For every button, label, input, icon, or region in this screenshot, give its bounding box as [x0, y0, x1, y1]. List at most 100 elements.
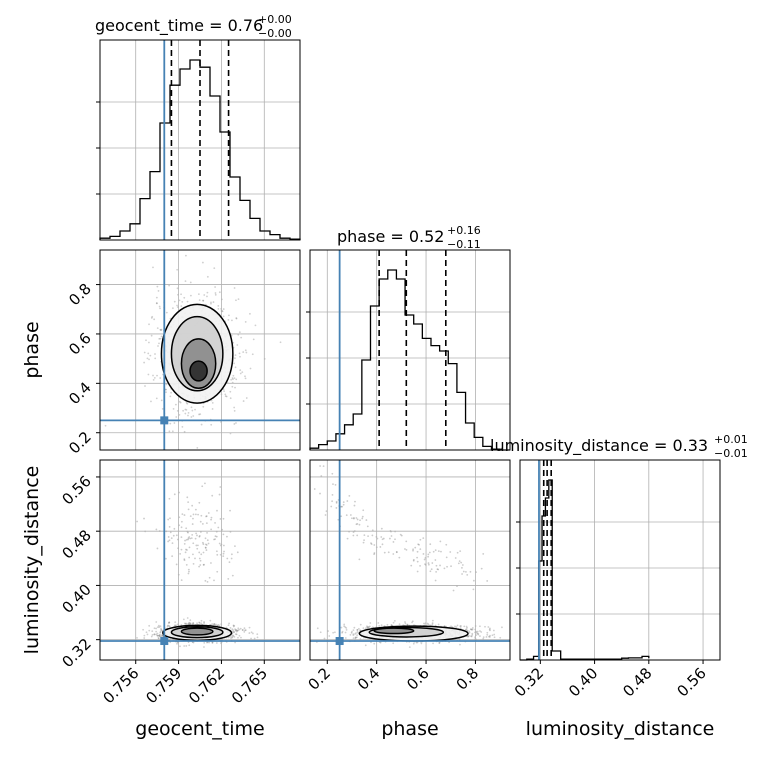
scatter-point — [197, 544, 199, 547]
scatter-point — [156, 374, 158, 377]
scatter-point — [222, 544, 225, 547]
scatter-point — [418, 543, 420, 546]
scatter-point — [427, 555, 430, 558]
scatter-point — [331, 472, 334, 475]
scatter-point — [160, 328, 163, 331]
scatter-point — [353, 626, 356, 629]
scatter-point — [241, 629, 244, 631]
scatter-point — [185, 401, 188, 404]
scatter-point — [232, 629, 235, 632]
scatter-point — [427, 623, 430, 626]
scatter-point — [231, 574, 234, 577]
scatter-point — [234, 545, 236, 548]
scatter-point — [373, 553, 376, 556]
scatter-point — [379, 546, 382, 548]
scatter-point — [184, 408, 187, 411]
scatter-point — [187, 537, 190, 540]
scatter-point — [352, 637, 355, 640]
scatter-point — [191, 623, 194, 626]
scatter-point — [234, 629, 237, 632]
scatter-point — [188, 556, 191, 559]
scatter-point — [213, 538, 215, 541]
scatter-point — [330, 505, 333, 508]
scatter-point — [179, 401, 182, 404]
scatter-point — [171, 430, 174, 433]
scatter-point — [173, 300, 176, 303]
scatter-point — [388, 537, 391, 540]
scatter-point — [229, 627, 232, 629]
scatter-point — [457, 562, 460, 565]
scatter-point — [104, 424, 107, 427]
scatter-point — [145, 339, 147, 342]
scatter-point — [168, 625, 171, 628]
scatter-point — [393, 619, 396, 622]
scatter-point — [363, 534, 366, 537]
scatter-point — [211, 641, 214, 644]
scatter-point — [482, 637, 485, 640]
scatter-point — [456, 551, 459, 554]
scatter-point — [196, 622, 198, 625]
scatter-point — [356, 629, 359, 631]
scatter-point — [188, 570, 190, 573]
scatter-point — [467, 635, 470, 638]
scatter-point — [472, 579, 475, 582]
scatter-point — [226, 557, 229, 560]
scatter-point — [231, 635, 233, 638]
title-geocent-time-plus: +0.00 — [258, 13, 292, 26]
scatter-point — [398, 556, 401, 559]
scatter-point — [352, 517, 355, 520]
scatter-point — [206, 581, 209, 583]
scatter-point — [197, 293, 200, 296]
scatter-point — [431, 622, 434, 624]
scatter-point — [227, 624, 230, 627]
scatter-point — [239, 372, 242, 375]
scatter-point — [251, 353, 254, 356]
scatter-point — [241, 371, 244, 374]
scatter-point — [204, 546, 207, 549]
scatter-point — [331, 493, 334, 496]
scatter-point — [235, 629, 238, 632]
scatter-point — [206, 275, 209, 278]
scatter-point — [359, 629, 362, 632]
scatter-point — [153, 377, 156, 379]
contour-inner — [180, 627, 214, 636]
scatter-point — [429, 570, 432, 573]
scatter-point — [238, 352, 241, 355]
scatter-point — [213, 267, 216, 270]
scatter-point — [371, 534, 374, 537]
scatter-point — [234, 641, 236, 644]
scatter-point — [237, 636, 239, 639]
scatter-point — [443, 625, 446, 628]
scatter-point — [223, 390, 226, 392]
scatter-point — [145, 631, 148, 634]
scatter-point — [359, 519, 361, 522]
scatter-point — [228, 561, 231, 564]
xtick-label-phase: 0.2 — [305, 664, 335, 694]
scatter-point — [185, 527, 188, 530]
scatter-point — [235, 628, 237, 631]
scatter-point — [166, 625, 169, 628]
scatter-point — [437, 550, 440, 553]
scatter-point — [386, 623, 389, 626]
scatter-point — [173, 493, 176, 496]
scatter-point — [237, 629, 239, 632]
scatter-point — [174, 403, 177, 406]
scatter-point — [189, 622, 192, 625]
scatter-point — [136, 637, 138, 639]
scatter-point — [240, 336, 243, 339]
scatter-point — [194, 557, 196, 560]
scatter-point — [244, 629, 246, 632]
scatter-point — [197, 513, 199, 516]
scatter-point — [222, 315, 225, 318]
scatter-point — [357, 627, 360, 630]
scatter-point — [352, 634, 355, 637]
scatter-point — [242, 351, 245, 353]
scatter-point — [387, 551, 390, 554]
scatter-point — [279, 341, 282, 344]
scatter-point — [456, 624, 459, 627]
scatter-point — [245, 351, 248, 354]
xtick-label-luminosity_distance: 0.32 — [511, 664, 547, 700]
scatter-point — [392, 642, 395, 645]
scatter-point — [185, 563, 188, 566]
scatter-point — [244, 629, 247, 632]
